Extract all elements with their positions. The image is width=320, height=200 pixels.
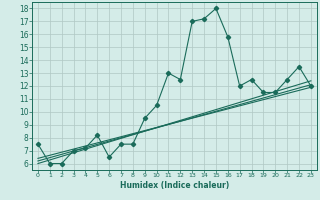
- X-axis label: Humidex (Indice chaleur): Humidex (Indice chaleur): [120, 181, 229, 190]
